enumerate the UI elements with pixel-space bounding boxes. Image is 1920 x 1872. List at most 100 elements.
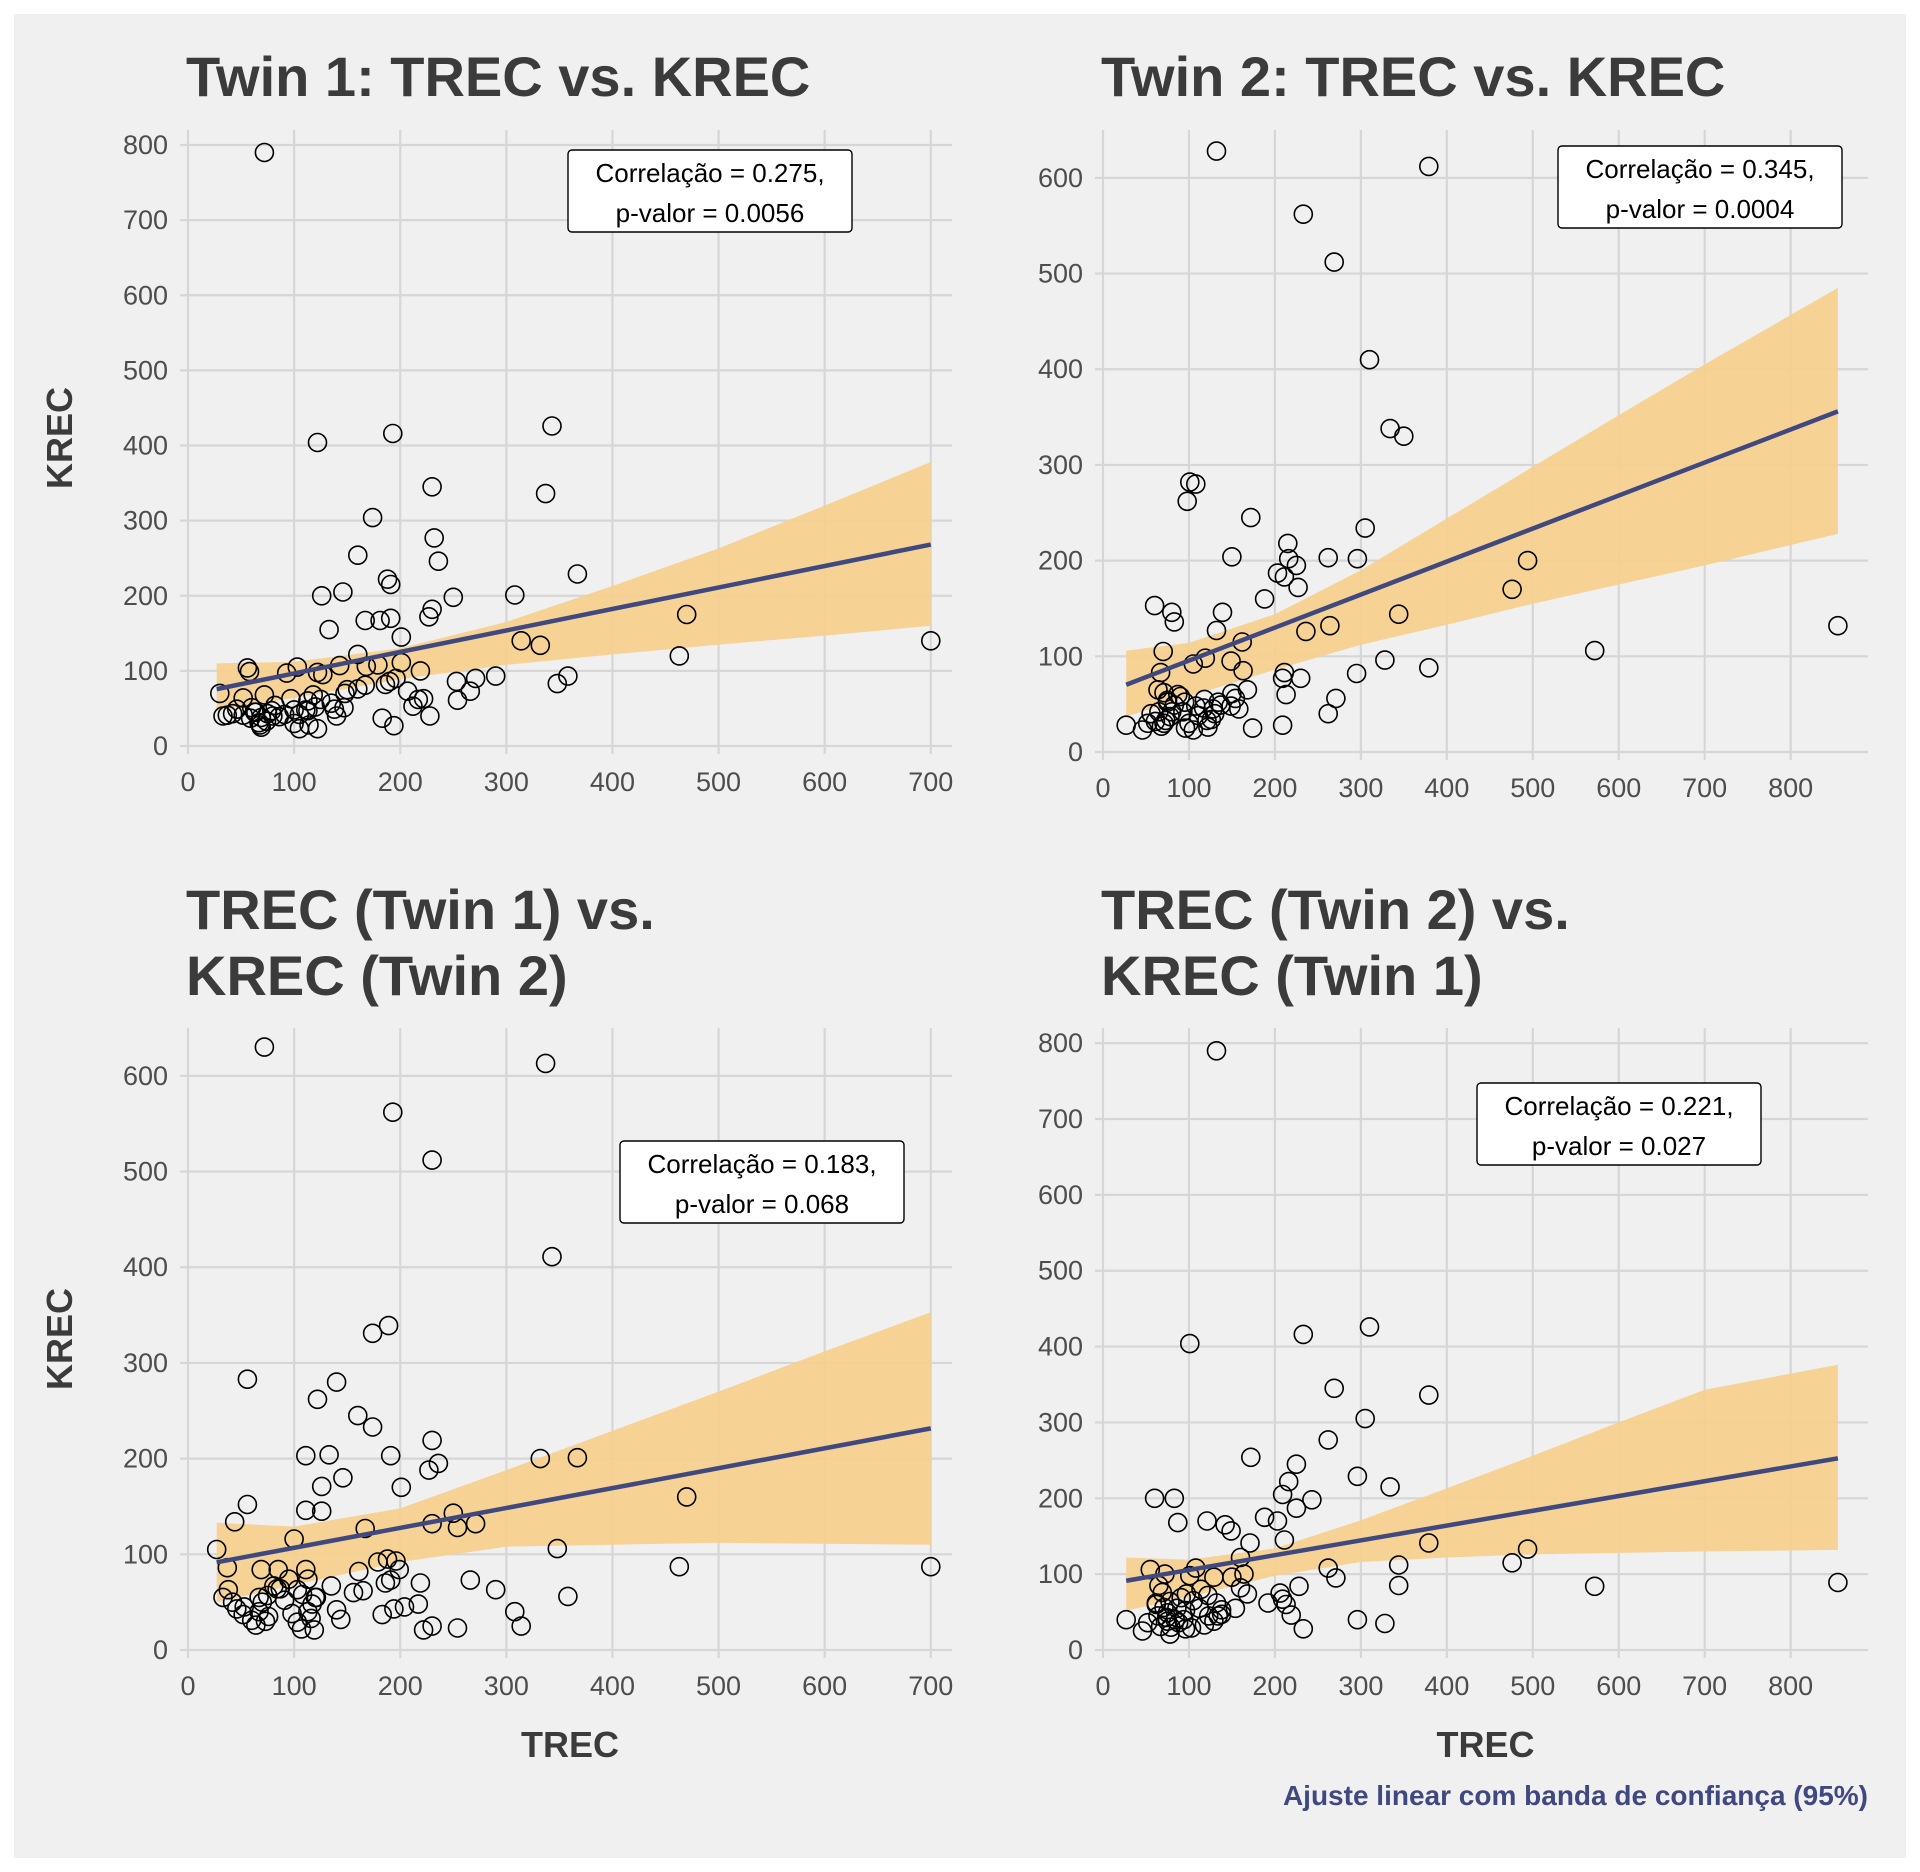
data-point xyxy=(558,666,578,686)
x-tick-label: 500 xyxy=(696,1671,741,1701)
y-tick-label: 400 xyxy=(1038,1332,1083,1362)
data-point xyxy=(1286,555,1307,576)
data-point xyxy=(1347,1609,1368,1630)
data-point xyxy=(304,1620,325,1640)
data-point xyxy=(362,1417,383,1437)
data-point xyxy=(1194,1615,1215,1635)
data-point xyxy=(1180,1565,1200,1586)
y-tick-label: 100 xyxy=(123,656,168,686)
data-point xyxy=(1212,602,1233,623)
data-point xyxy=(370,610,390,631)
data-point xyxy=(1164,612,1185,632)
correlation-annotation: Correlação = 0.183, p-valor = 0.068 xyxy=(619,1140,905,1224)
data-point xyxy=(237,658,258,678)
data-point xyxy=(254,1037,275,1057)
data-point xyxy=(1318,1430,1338,1450)
data-point xyxy=(547,673,568,694)
data-point xyxy=(1326,688,1346,709)
data-point xyxy=(1270,1583,1290,1603)
data-points xyxy=(206,1037,941,1640)
data-point xyxy=(1150,1616,1171,1637)
y-tick-label: 200 xyxy=(123,581,168,611)
x-tick-label: 600 xyxy=(1596,1671,1641,1701)
data-point xyxy=(547,1538,568,1559)
fit-line xyxy=(1125,1456,1839,1583)
data-point xyxy=(419,606,439,627)
data-point xyxy=(535,483,556,504)
data-point xyxy=(1225,1598,1246,1619)
y-tick-label: 500 xyxy=(1038,259,1083,289)
data-point xyxy=(1419,1533,1439,1553)
data-point xyxy=(1254,1507,1275,1528)
x-tick-label: 700 xyxy=(1682,1671,1727,1701)
data-point xyxy=(355,1518,376,1539)
panel-title-line: Twin 2: TREC vs. KREC xyxy=(1101,45,1725,108)
data-point xyxy=(1230,1578,1251,1598)
data-point xyxy=(1267,1511,1288,1531)
x-axis-title: TREC xyxy=(521,1724,619,1765)
data-point xyxy=(1359,349,1380,370)
data-point xyxy=(1278,533,1298,554)
data-point xyxy=(1215,1515,1235,1535)
data-point xyxy=(353,1580,373,1601)
data-point xyxy=(386,668,406,689)
data-point xyxy=(460,1570,481,1590)
data-point xyxy=(535,1053,556,1074)
x-tick-label: 0 xyxy=(1095,1671,1110,1701)
x-tick-label: 0 xyxy=(1095,773,1110,803)
data-point xyxy=(1375,650,1395,670)
data-point xyxy=(1324,1378,1344,1399)
data-point xyxy=(289,704,310,725)
data-point xyxy=(1293,204,1314,224)
data-point xyxy=(485,666,506,686)
correlation-annotation: Correlação = 0.221, p-valor = 0.027 xyxy=(1476,1082,1762,1166)
data-point xyxy=(1278,548,1299,569)
correlation-annotation: Correlação = 0.275, p-valor = 0.0056 xyxy=(567,149,853,233)
data-point xyxy=(1302,1490,1322,1510)
data-point xyxy=(920,1556,941,1577)
y-tick-label: 400 xyxy=(123,431,168,461)
data-point xyxy=(1584,640,1605,661)
y-tick-label: 200 xyxy=(1038,546,1083,576)
data-point xyxy=(1241,1447,1261,1468)
annotation-text: p-valor = 0.068 xyxy=(675,1189,849,1219)
data-point xyxy=(1154,713,1174,734)
data-point xyxy=(428,551,449,572)
annotation-box xyxy=(567,149,853,233)
x-tick-label: 400 xyxy=(1424,1671,1469,1701)
data-point xyxy=(567,1447,588,1468)
data-point xyxy=(391,1477,412,1498)
data-point xyxy=(422,1150,442,1170)
data-point xyxy=(1318,703,1338,724)
data-point xyxy=(1157,1611,1178,1631)
annotation-text: Correlação = 0.345, xyxy=(1585,154,1814,184)
panel-title-line: TREC (Twin 1) vs. xyxy=(186,878,655,941)
data-point xyxy=(1359,1317,1380,1337)
data-point xyxy=(1206,620,1227,641)
y-tick-label: 0 xyxy=(153,1635,168,1665)
data-point xyxy=(362,1323,383,1344)
data-point xyxy=(1517,550,1538,571)
chart-panels: Twin 1: TREC vs. KREC 0 100 200 300 400 500 600… xyxy=(39,45,1868,1765)
x-tick-label: 600 xyxy=(802,767,847,797)
y-tick-label: 700 xyxy=(1038,1104,1083,1134)
data-point xyxy=(920,630,941,651)
data-point xyxy=(1318,1558,1338,1578)
y-tick-label: 0 xyxy=(1068,737,1083,767)
data-point xyxy=(213,1587,233,1608)
data-point xyxy=(465,668,486,689)
data-point xyxy=(334,697,354,718)
data-point xyxy=(333,1468,353,1488)
data-point xyxy=(375,674,396,695)
x-tick-label: 700 xyxy=(908,1671,953,1701)
data-point xyxy=(1179,713,1199,734)
data-point xyxy=(237,1369,258,1389)
data-point xyxy=(1276,684,1296,705)
x-tick-label: 100 xyxy=(1166,1671,1211,1701)
data-point xyxy=(384,715,404,736)
x-tick-label: 500 xyxy=(1510,773,1555,803)
data-point xyxy=(380,574,401,595)
data-point xyxy=(372,1604,393,1625)
data-point xyxy=(1419,657,1439,678)
data-point xyxy=(394,1597,415,1617)
